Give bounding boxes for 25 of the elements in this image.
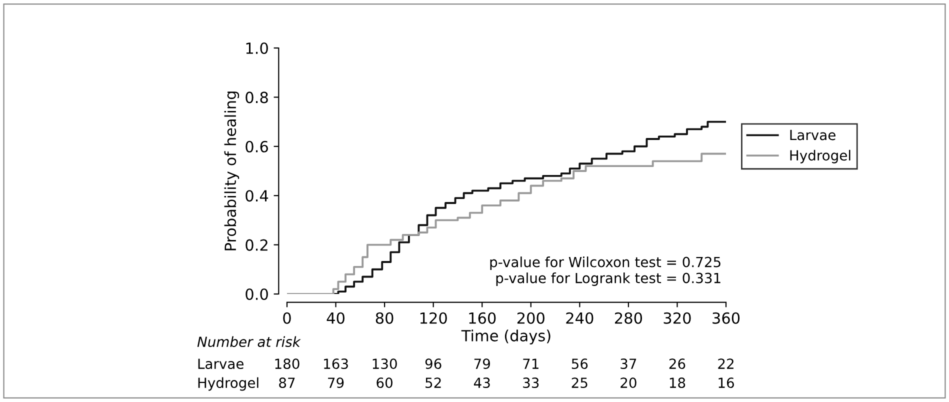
legend-label: Hydrogel: [790, 150, 850, 164]
x-tick-label: 0: [283, 312, 291, 324]
x-tick-label: 160: [469, 312, 496, 324]
legend-label: Larvae: [790, 130, 836, 140]
annotation: p-value for Logrank test = 0.331: [496, 272, 720, 286]
y-tick-label: 0.2: [246, 239, 268, 251]
y-axis-title: Probability of healing: [224, 92, 240, 250]
x-tick-label: 80: [376, 312, 394, 324]
annotation: p-value for Wilcoxon test = 0.725: [490, 256, 720, 270]
x-tick-label: 200: [517, 312, 544, 324]
x-tick-label: 280: [614, 312, 642, 324]
x-axis-title: Time (days): [461, 330, 550, 344]
text: Larvae 180 163 130 96 79 71 56 37 26 22: [198, 358, 734, 370]
text: Number at risk: [197, 336, 301, 348]
x-tick-label: 240: [566, 312, 594, 324]
x-tick-label: 40: [326, 312, 344, 324]
y-tick-label: 0.0: [246, 288, 268, 300]
y-tick-label: 0.6: [246, 140, 268, 152]
y-tick-label: 1.0: [246, 42, 268, 54]
y-tick-label: 0.4: [246, 190, 268, 202]
x-tick-label: 120: [420, 312, 447, 324]
x-tick-label: 320: [664, 312, 691, 324]
y-tick-label: 0.8: [246, 92, 268, 104]
text: Hydrogel 87 79 60 52 43 33 25 20 18 16: [198, 377, 734, 391]
x-tick-label: 360: [712, 312, 740, 324]
